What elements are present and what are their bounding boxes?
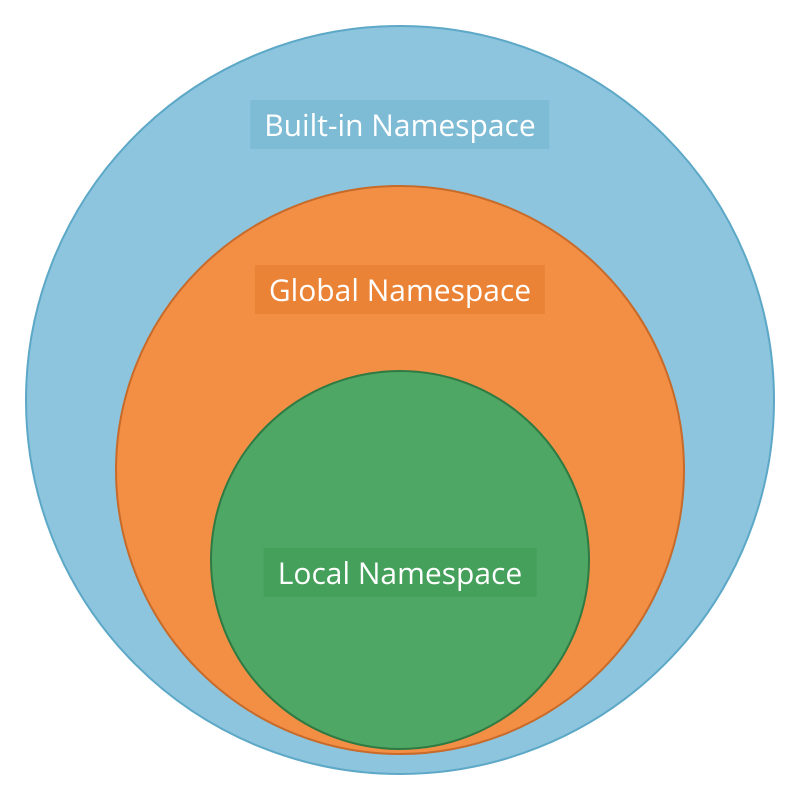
inner-circle-label: Local Namespace <box>264 548 537 597</box>
namespace-diagram: Built-in Namespace Global Namespace Loca… <box>0 0 800 800</box>
middle-circle-label: Global Namespace <box>255 265 545 314</box>
outer-circle-label: Built-in Namespace <box>250 100 549 149</box>
